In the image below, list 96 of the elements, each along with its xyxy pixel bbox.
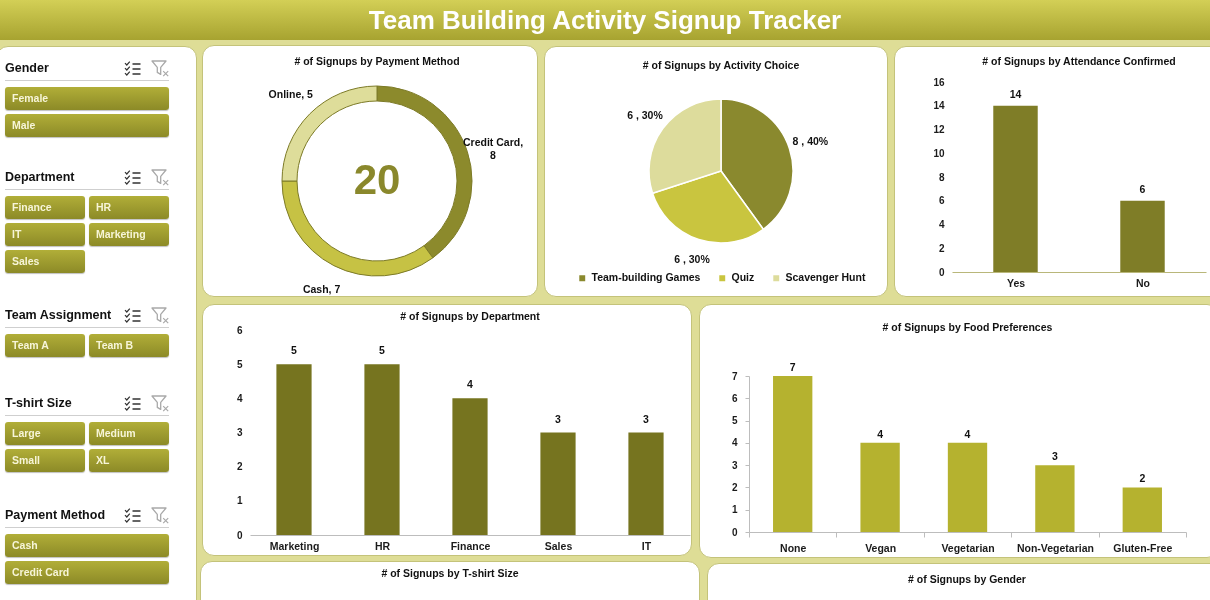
bar [276, 364, 312, 535]
data-label: 6 [1139, 182, 1146, 195]
y-tick-label: 10 [933, 147, 945, 159]
y-tick-label: 3 [236, 427, 243, 438]
category-label: Male [5, 114, 169, 137]
category-label: Marketing [89, 223, 169, 246]
y-tick-label: 4 [731, 437, 738, 449]
chart-title: # of Signups by Food Preferences [882, 320, 1053, 333]
chart-title: # of Signups by Payment Method [294, 54, 460, 67]
bar [947, 442, 988, 532]
y-tick-label: 1 [236, 495, 243, 507]
data-label: 4 [964, 427, 971, 440]
data-label: 4 [877, 427, 884, 440]
data-label: 3 [555, 412, 562, 425]
x-tick-label: Finance [450, 539, 491, 552]
chart-title: # of Signups by Department [400, 309, 541, 322]
data-label: 8 , 40% [792, 134, 829, 147]
y-tick-label: 1 [731, 504, 738, 516]
category-label: HR [89, 196, 169, 219]
data-label: 5 [291, 344, 298, 357]
x-tick-label: Non-Vegetarian [1016, 541, 1094, 554]
data-label: 4 [467, 378, 474, 391]
y-tick-label: 7 [731, 370, 738, 382]
y-tick-label: 8 [938, 171, 945, 183]
x-tick-label: Vegan [865, 541, 897, 554]
y-tick-label: 4 [236, 392, 243, 404]
category-label: XL [89, 449, 169, 472]
text: Payment Method [5, 508, 106, 522]
x-tick-label: Yes [1006, 276, 1026, 289]
bar [540, 432, 576, 535]
x-tick-label: None [780, 541, 807, 554]
y-tick-label: 2 [731, 481, 738, 493]
y-tick-label: 6 [731, 392, 738, 404]
x-tick-label: IT [641, 539, 652, 552]
category-label: Sales [5, 250, 85, 273]
y-tick-label: 0 [731, 526, 738, 538]
bar [1035, 465, 1075, 532]
y-tick-label: 12 [933, 124, 945, 135]
text: # of Signups by T-shirt Size [381, 567, 519, 579]
y-tick-label: 16 [933, 76, 945, 88]
x-tick-label: Sales [544, 539, 573, 552]
y-tick-label: 4 [938, 219, 945, 230]
y-tick-label: 3 [731, 459, 738, 471]
bar [1122, 487, 1162, 532]
chart-title: # of Signups by Attendance Confirmed [982, 54, 1176, 67]
text: T-shirt Size [5, 396, 72, 410]
data-label: 3 [1051, 450, 1058, 463]
data-label: 2 [1139, 472, 1146, 485]
y-tick-label: 2 [236, 461, 243, 473]
data-label: Online, 5 [268, 87, 314, 100]
data-label: 7 [789, 361, 796, 373]
text: 20 [353, 156, 401, 203]
y-tick-label: 2 [938, 242, 945, 254]
y-tick-label: 6 [938, 195, 945, 207]
category-label: Female [5, 87, 169, 110]
text: # of Signups by Gender [908, 573, 1026, 585]
text: Gender [5, 61, 49, 75]
category-label: Team A [5, 334, 85, 357]
bar [860, 442, 900, 532]
category-label: Finance [5, 196, 85, 219]
legend-label: Team-building Games [591, 271, 701, 284]
y-tick-label: 5 [236, 358, 243, 370]
bar [773, 376, 813, 532]
legend-label: Quiz [731, 271, 755, 284]
text: Team Assignment [5, 308, 112, 322]
bar [628, 432, 664, 535]
category-label: Credit Card [5, 561, 169, 584]
category-label: Large [5, 422, 85, 445]
y-tick-label: 6 [236, 324, 243, 336]
x-tick-label: No [1136, 276, 1150, 289]
category-label: Team B [89, 334, 169, 357]
y-tick-label: 0 [236, 529, 243, 541]
text: Department [5, 170, 75, 184]
x-tick-label: Marketing [269, 539, 320, 552]
category-label: Cash [5, 534, 169, 557]
chart-title: # of Signups by Activity Choice [642, 58, 800, 71]
bar [364, 364, 400, 535]
data-label: 6 , 30% [627, 108, 664, 121]
data-label: 5 [379, 344, 386, 357]
category-label: Small [5, 449, 85, 472]
data-label: Credit Card, 8 [462, 136, 524, 161]
x-tick-label: Vegetarian [941, 541, 995, 554]
x-tick-label: Gluten-Free [1113, 541, 1173, 554]
x-tick-label: HR [374, 539, 391, 552]
data-label: 6 , 30% [674, 253, 711, 266]
text: Team Building Activity Signup Tracker [368, 4, 842, 36]
bar [452, 398, 488, 535]
data-label: 3 [643, 412, 650, 425]
y-tick-label: 5 [731, 415, 738, 427]
category-label: IT [5, 223, 85, 246]
category-label: Medium [89, 422, 169, 445]
data-label: Cash, 7 [302, 282, 341, 295]
legend-label: Scavenger Hunt [785, 271, 866, 284]
y-tick-label: 14 [933, 100, 945, 112]
data-label: 14 [1009, 87, 1022, 100]
y-tick-label: 0 [938, 266, 945, 278]
